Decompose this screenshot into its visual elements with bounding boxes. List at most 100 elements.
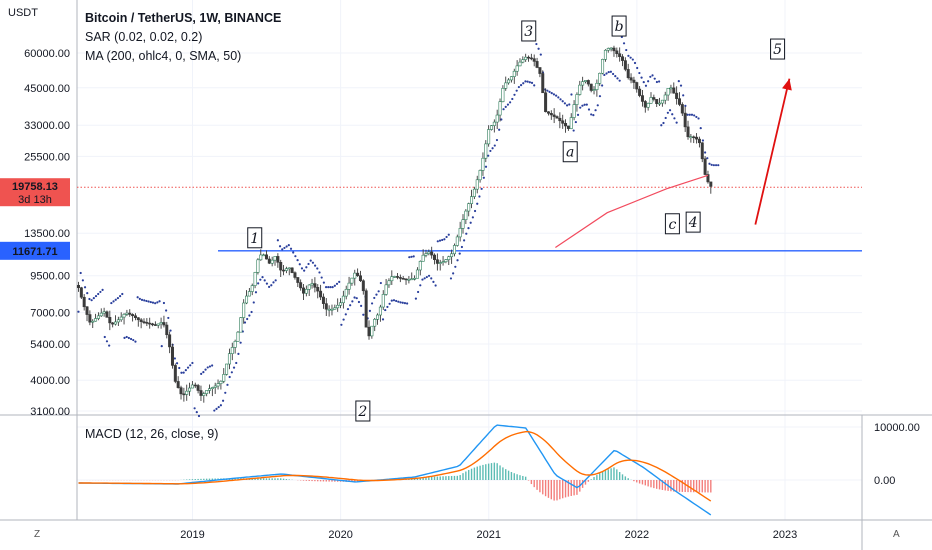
candle-body: [572, 104, 576, 118]
sar-dot: [351, 300, 354, 303]
grid-lines: [77, 0, 862, 520]
sar-dot: [119, 294, 122, 298]
candle-body: [290, 267, 294, 273]
macd-tick: 0.00: [874, 475, 895, 487]
candle-body: [307, 284, 311, 290]
sar-dot: [397, 300, 400, 303]
sar-dot: [491, 147, 494, 150]
candle-body: [94, 318, 98, 322]
sar-dot: [329, 286, 332, 289]
time-tick: 2020: [328, 529, 352, 541]
candle-body: [170, 346, 174, 366]
time-tick: 2021: [477, 529, 501, 541]
sar-dot: [460, 245, 464, 249]
candle-body: [680, 104, 684, 114]
macd-axis[interactable]: 10000.00 0.00: [874, 422, 920, 487]
sar-dot: [502, 108, 505, 111]
candle-body: [151, 323, 155, 326]
sar-dot: [611, 72, 615, 76]
sar-dot: [568, 103, 571, 106]
candle-body: [356, 272, 360, 277]
sar-dot: [316, 267, 319, 270]
sar-dot: [598, 95, 602, 98]
sar-dot: [662, 121, 665, 125]
indicator-sar[interactable]: SAR (0.02, 0.02, 0.2): [85, 30, 202, 44]
moving-average-line: [555, 174, 709, 248]
sar-dot: [467, 227, 470, 230]
sar-dot: [184, 369, 187, 372]
sar-dot: [476, 202, 479, 205]
svg-text:b: b: [615, 19, 624, 35]
wave-label-c: c: [664, 213, 680, 235]
time-tick: 2023: [773, 529, 797, 541]
sar-dot: [193, 407, 196, 410]
sar-dot: [552, 93, 556, 96]
candle-body: [643, 101, 647, 108]
sar-dot: [274, 279, 277, 282]
candle-body: [376, 314, 380, 320]
candle-body: [282, 269, 286, 272]
time-axis[interactable]: 2019 2020 2021 2022 2023: [180, 529, 797, 541]
candle-body: [182, 393, 186, 396]
sar-dot: [561, 100, 564, 103]
candle-body: [253, 272, 257, 286]
sar-dot: [219, 404, 222, 407]
price-axis[interactable]: 60000.00 45000.00 33000.00 25500.00 13500.00…: [24, 48, 70, 418]
sar-dot: [506, 103, 510, 106]
candle-body: [76, 285, 80, 289]
candle-body: [102, 311, 106, 314]
candle-body: [544, 92, 548, 113]
sar-dot: [449, 277, 453, 280]
sar-dot: [90, 299, 93, 302]
sar-dot: [305, 266, 308, 269]
candle-body: [669, 87, 673, 90]
candle-body: [131, 314, 135, 317]
candle-body: [564, 123, 568, 127]
auto-scale-button[interactable]: A: [893, 529, 900, 540]
sar-dot: [644, 84, 648, 87]
candle-body: [700, 142, 704, 160]
sar-dot: [303, 269, 306, 272]
candles: [76, 45, 713, 403]
sar-dot: [254, 291, 258, 294]
candle-body: [618, 53, 622, 57]
candle-body: [447, 256, 451, 260]
sar-dot: [701, 139, 705, 142]
sar-dot: [526, 80, 529, 83]
sar-dot: [272, 281, 275, 284]
sar-dot: [642, 80, 645, 84]
sar-dot: [112, 300, 115, 303]
candle-body: [242, 302, 246, 318]
candle-body: [336, 304, 340, 309]
sar-dot: [175, 362, 179, 365]
sar-dot: [206, 366, 209, 369]
zoom-button[interactable]: Z: [34, 529, 40, 540]
indicator-macd[interactable]: MACD (12, 26, close, 9): [85, 427, 218, 441]
current-price-countdown: 3d 13h: [18, 194, 52, 206]
candle-body: [148, 322, 152, 325]
sar-dot: [204, 368, 207, 371]
wave-label-3: 3: [521, 20, 537, 42]
sar-dot: [281, 248, 284, 251]
candle-body: [319, 290, 323, 298]
candle-body: [378, 306, 382, 316]
candle-body: [450, 253, 454, 258]
indicator-ma[interactable]: MA (200, ohlc4, 0, SMA, 50): [85, 49, 241, 63]
candle-body: [264, 254, 268, 260]
candle-body: [424, 253, 428, 256]
sar-dot: [353, 296, 356, 299]
sar-dot: [660, 124, 663, 127]
candle-body: [108, 317, 112, 324]
sar-dot: [706, 157, 709, 160]
sar-dot: [484, 165, 488, 168]
wave-label-a: a: [562, 141, 578, 163]
price-tick: 7000.00: [30, 308, 70, 320]
candle-body: [361, 280, 365, 292]
candle-body: [213, 385, 217, 388]
sar-dot: [189, 364, 192, 367]
candle-body: [85, 306, 89, 315]
candle-body: [353, 272, 357, 279]
candle-body: [592, 89, 596, 91]
sar-dot: [469, 221, 472, 224]
